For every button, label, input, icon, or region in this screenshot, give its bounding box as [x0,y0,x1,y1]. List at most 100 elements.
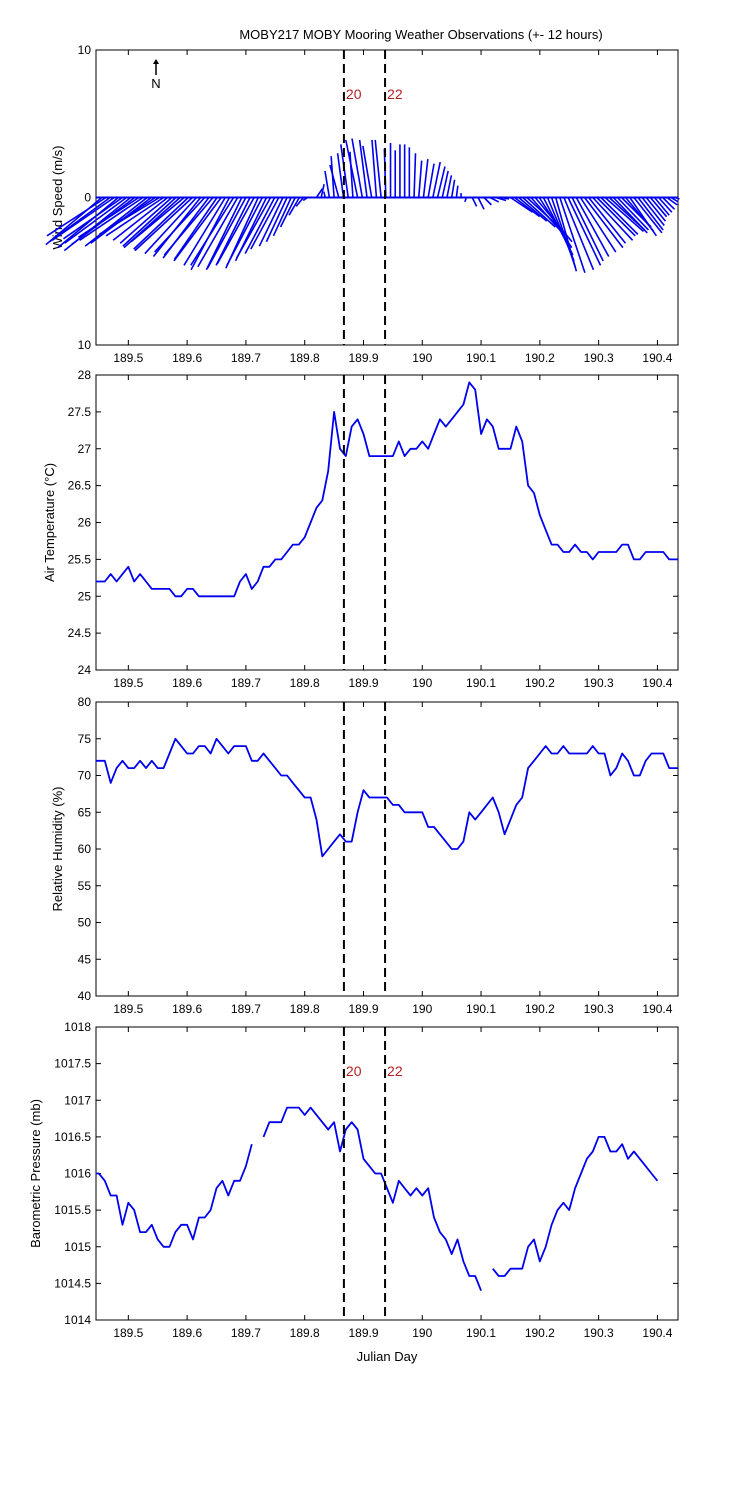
y-axis-label: Air Temperature (°C) [42,463,57,582]
wind-vector [604,196,644,233]
y-tick-label: 50 [78,916,92,930]
wind-vector [206,197,247,269]
wind-vector [575,197,610,257]
x-tick-label: 190 [412,676,432,690]
wind-vector [633,197,663,234]
wind-vector [279,197,297,228]
wind-vector [351,138,364,198]
wind-vector [501,196,510,200]
wind-vector [417,160,423,198]
y-tick-label: 1015 [64,1240,91,1254]
wind-vector [674,196,680,200]
x-tick-label: 190.2 [525,1002,555,1016]
series-line [262,1106,482,1292]
y-tick-label: 80 [78,695,92,709]
x-tick-label: 189.8 [290,351,320,365]
wind-vector [205,197,243,271]
north-label: N [151,76,160,91]
x-tick-label: 190.4 [642,676,672,690]
wind-vector [554,197,578,272]
wind-vector [612,196,648,234]
x-tick-label: 190 [412,351,432,365]
wind-vector [579,197,617,253]
wind-vector [658,196,673,213]
wind-vector [592,196,634,241]
y-tick-label: 1015.5 [54,1203,91,1217]
plot-frame [95,374,679,671]
wind-vector [518,196,548,222]
x-tick-label: 189.5 [113,1002,143,1016]
wind-vector [514,196,541,218]
series-line [96,381,678,598]
y-tick-label: 1017.5 [54,1057,91,1071]
y-tick-label: 10 [78,43,92,57]
wind-vector [235,197,272,259]
y-tick-label: 25.5 [68,552,92,566]
x-tick-label: 190.2 [525,1326,555,1340]
wind-vector [163,196,214,256]
x-tick-label: 190.1 [466,676,496,690]
wind-vector [154,196,206,253]
wind-vector [324,170,331,198]
x-tick-label: 189.7 [231,351,261,365]
x-tick-label: 190.1 [466,1326,496,1340]
wind-vector [559,197,586,273]
wind-vector [471,197,478,207]
wind-vector [358,139,368,198]
plot-frame [95,701,679,997]
wind-vector [78,196,140,238]
north-arrow-head-icon [153,59,159,64]
x-tick-label: 190.3 [584,1002,614,1016]
y-tick-label: 1014 [64,1313,91,1327]
y-tick-label: 55 [78,879,92,893]
y-tick-label: 24 [78,663,92,677]
x-tick-label: 189.6 [172,351,202,365]
x-tick-label: 189.7 [231,1326,261,1340]
wind-vector [134,196,193,252]
x-tick-label: 189.6 [172,1002,202,1016]
x-tick-label: 190.1 [466,351,496,365]
y-tick-label: 1016 [64,1167,91,1181]
wind-vector [571,197,604,262]
wind-vector [173,197,222,262]
x-tick-label: 189.6 [172,676,202,690]
x-axis-label: Julian Day [357,1349,418,1364]
chart-panel-3: 189.5 189.6 189.7 189.8 189.9 190 190.1 190.2 19… [50,695,679,1016]
y-tick-label: 26 [78,516,92,530]
wind-vector [600,196,639,235]
wind-vector [64,196,128,244]
wind-vector [336,153,345,198]
wind-vector [272,197,292,237]
wind-vector [320,184,325,198]
wind-vector [144,196,198,255]
wind-vector [629,197,658,237]
wind-vector [436,166,446,198]
y-tick-label: 25 [78,589,92,603]
wind-vector [46,196,107,237]
wind-vector [637,197,664,231]
wind-vector [51,196,115,241]
y-axis-label: Relative Humidity (%) [50,787,65,912]
x-tick-label: 189.7 [231,676,261,690]
wind-vector [522,196,556,228]
series-line [96,1143,253,1248]
x-tick-label: 190.1 [466,1002,496,1016]
wind-vector [662,196,676,210]
wind-vector [173,197,218,260]
x-tick-label: 189.9 [348,1002,378,1016]
x-tick-label: 190.4 [642,351,672,365]
x-tick-label: 190.3 [584,676,614,690]
wind-vector [105,196,165,237]
wind-vector [226,197,264,266]
wind-vector [450,179,456,198]
wind-vector [616,196,650,231]
wind-vector [464,197,468,203]
series-line [96,737,678,858]
wind-vector [583,197,624,249]
wind-vector [666,196,678,206]
figure-title: MOBY217 MOBY Mooring Weather Observation… [239,27,602,42]
chart-panel-1: 189.5 189.6 189.7 189.8 189.9 190 190.1 190.2 19… [45,43,680,365]
wind-vector [345,139,359,198]
y-tick-label: 27 [78,442,92,456]
